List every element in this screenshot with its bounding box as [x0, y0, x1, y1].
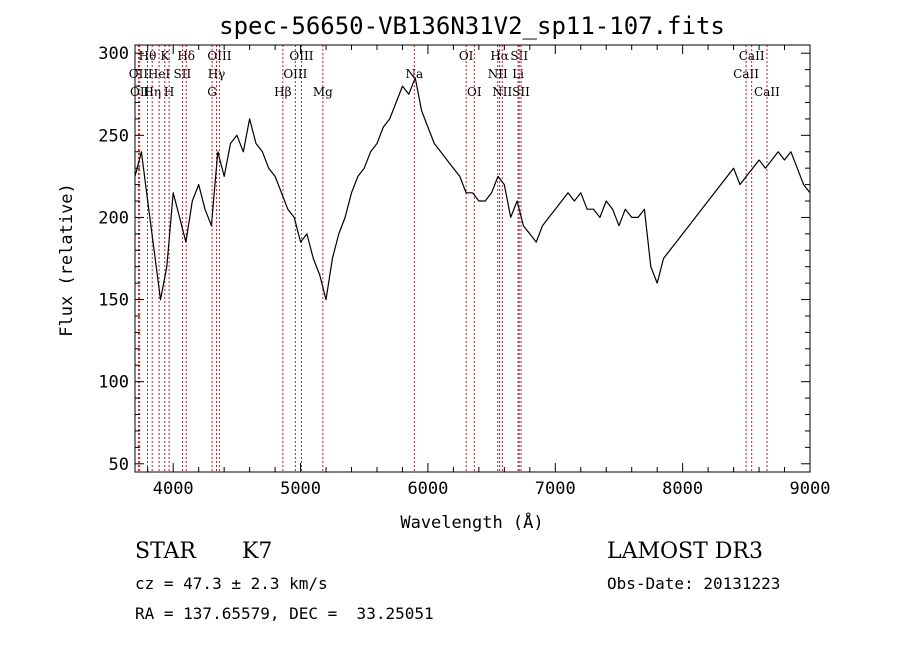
line-label: Hθ — [139, 49, 157, 63]
line-label: SII — [512, 85, 530, 99]
line-label: OIII — [289, 49, 313, 63]
spectrum-series — [134, 77, 811, 301]
line-label: Hη — [143, 85, 161, 99]
line-label: SII — [510, 49, 528, 63]
x-tick-label: 8000 — [662, 479, 703, 499]
y-tick-label: 250 — [98, 126, 129, 146]
line-label: NII — [492, 85, 512, 99]
y-tick-label: 100 — [98, 373, 129, 393]
line-label: OII — [129, 67, 149, 81]
x-tick-label: 6000 — [407, 479, 448, 499]
line-label: H — [164, 85, 174, 99]
line-label: SII — [174, 67, 192, 81]
y-tick-label: 300 — [98, 44, 129, 64]
y-tick-label: 200 — [98, 208, 129, 228]
x-tick-label: 5000 — [280, 479, 321, 499]
line-label: CaII — [739, 49, 765, 63]
x-tick-label: 4000 — [153, 479, 194, 499]
y-axis-ticks: 50 100 150 200 250 300 — [98, 44, 810, 475]
y-tick-label: 50 — [109, 455, 129, 475]
line-label: G — [207, 85, 217, 99]
line-label: CaII — [733, 67, 759, 81]
survey-name: LAMOST DR3 — [607, 539, 763, 564]
line-label: Hβ — [274, 85, 291, 99]
y-tick-label: 150 — [98, 291, 129, 311]
line-label: HeI — [148, 67, 171, 81]
object-subclass: K7 — [242, 539, 273, 564]
redshift-cz: cz = 47.3 ± 2.3 km/s — [135, 574, 328, 593]
line-label: NII — [488, 67, 508, 81]
line-label: Hα — [490, 49, 509, 63]
y-axis-label: Flux (relative) — [57, 183, 77, 337]
ra-dec-coordinates: RA = 137.65579, DEC = 33.25051 — [135, 604, 434, 623]
observation-date: Obs-Date: 20131223 — [607, 574, 781, 593]
x-axis-ticks: 4000 5000 6000 7000 8000 9000 — [147, 45, 831, 499]
plot-frame — [134, 44, 811, 473]
x-tick-label: 9000 — [790, 479, 831, 499]
series-line — [134, 77, 811, 301]
object-class: STAR — [135, 539, 196, 564]
x-axis-label: Wavelength (Å) — [400, 511, 543, 533]
line-label: OIII — [283, 67, 307, 81]
line-label: Na — [405, 67, 423, 81]
line-label: OIII — [207, 49, 231, 63]
line-label: OI — [459, 49, 474, 63]
chart-title: spec-56650-VB136N31V2_sp11-107.fits — [219, 12, 725, 40]
line-label: CaII — [754, 85, 780, 99]
x-tick-label: 7000 — [535, 479, 576, 499]
line-label: Hγ — [208, 67, 226, 81]
line-label: Mg — [313, 85, 333, 99]
line-label: K — [160, 49, 170, 63]
line-label: OI — [467, 85, 482, 99]
line-label: Li — [512, 67, 524, 81]
line-label: Hδ — [177, 49, 195, 63]
